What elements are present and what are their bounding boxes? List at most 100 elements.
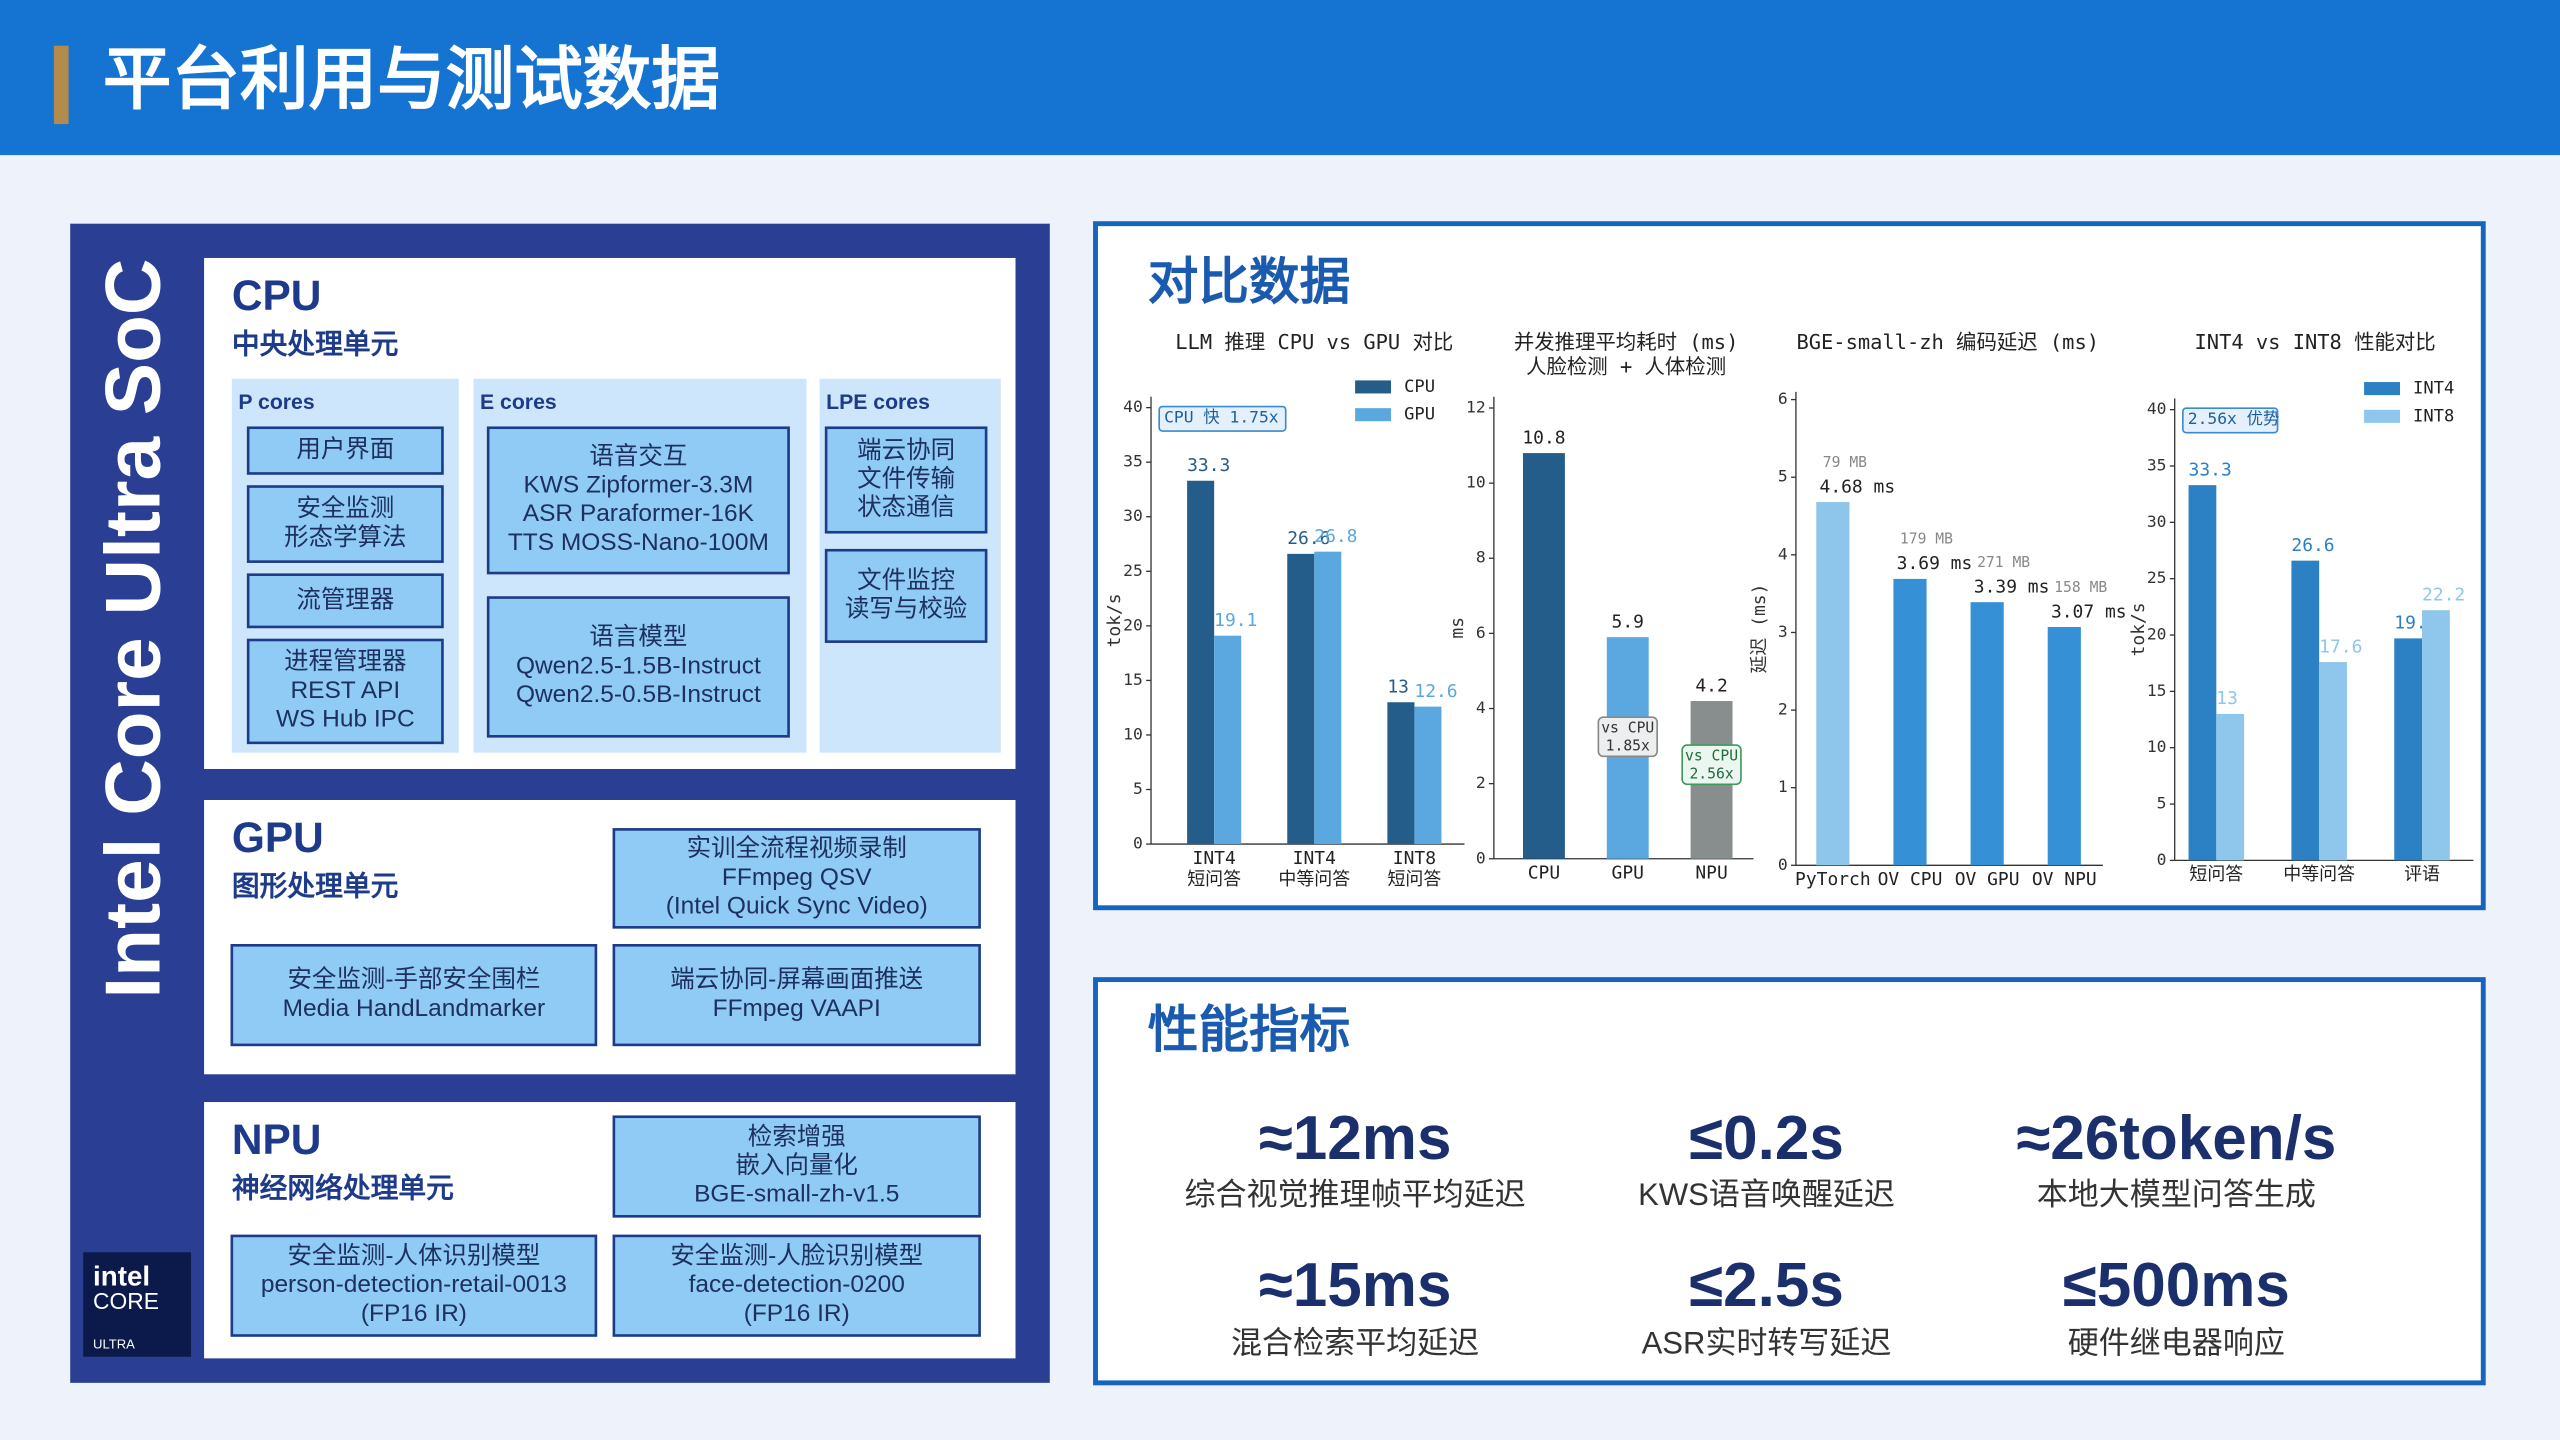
y-tick-label: 10 bbox=[2147, 737, 2167, 756]
value-label: 10.8 bbox=[1522, 427, 1565, 448]
box-text: (FP16 IR) bbox=[361, 1300, 467, 1327]
module-box bbox=[824, 548, 988, 643]
legend-label: INT8 bbox=[2413, 406, 2454, 426]
module-box bbox=[246, 638, 444, 745]
box-text: KWS Zipformer-3.3M bbox=[523, 472, 753, 499]
value-label: 26.8 bbox=[1314, 526, 1357, 547]
x-tick-label: 短问答 bbox=[2189, 864, 2243, 885]
y-tick-label: 6 bbox=[1778, 389, 1788, 408]
value-label: 3.07 ms bbox=[2051, 601, 2127, 622]
box-text: 语音交互 bbox=[589, 442, 687, 470]
memory-label: 271 MB bbox=[1977, 554, 2030, 571]
metric-value: ≤500ms bbox=[2063, 1251, 2290, 1320]
metric-value: ≈12ms bbox=[1259, 1104, 1452, 1173]
module-box bbox=[824, 426, 988, 534]
group-label: E cores bbox=[480, 391, 557, 414]
bar bbox=[1970, 602, 2004, 866]
box-text: 安全监测-人体识别模型 bbox=[287, 1242, 540, 1270]
y-tick-label: 20 bbox=[2147, 625, 2167, 644]
unit-title: CPU bbox=[232, 272, 322, 319]
x-tick-label: CPU bbox=[1528, 862, 1560, 883]
box-text: face-detection-0200 bbox=[689, 1271, 905, 1298]
y-tick-label: 15 bbox=[1123, 670, 1143, 689]
x-tick-label: OV CPU bbox=[1878, 869, 1943, 890]
annotation: 2.56x bbox=[1689, 765, 1733, 782]
y-tick-label: 30 bbox=[2147, 512, 2167, 531]
module-box bbox=[230, 1234, 598, 1337]
y-axis-label: tok/s bbox=[2128, 602, 2149, 656]
bar bbox=[1414, 706, 1442, 845]
legend-label: CPU bbox=[1404, 377, 1435, 397]
logo-text: CORE bbox=[93, 1288, 159, 1314]
legend-swatch bbox=[1355, 380, 1392, 394]
bar bbox=[2216, 713, 2245, 861]
x-tick-label: 短问答 bbox=[1187, 869, 1241, 890]
box-text: REST API bbox=[290, 677, 400, 704]
y-axis-label: ms bbox=[1447, 617, 1468, 639]
y-tick-label: 6 bbox=[1476, 623, 1486, 642]
bar bbox=[1522, 453, 1565, 859]
annotation: CPU 快 1.75x bbox=[1164, 407, 1279, 426]
value-label: 3.69 ms bbox=[1897, 553, 1973, 574]
box-text: 检索增强 bbox=[748, 1122, 846, 1150]
y-tick-label: 0 bbox=[1133, 834, 1143, 853]
y-tick-label: 2 bbox=[1476, 773, 1486, 792]
value-label: 4.68 ms bbox=[1820, 476, 1896, 497]
value-label: 17.6 bbox=[2319, 636, 2362, 657]
y-tick-label: 3 bbox=[1778, 622, 1788, 641]
metrics-panel bbox=[1093, 977, 2486, 1386]
module-box bbox=[230, 944, 598, 1047]
annotation: vs CPU bbox=[1601, 720, 1654, 737]
y-tick-label: 10 bbox=[1466, 473, 1486, 492]
bar bbox=[1387, 702, 1415, 845]
bar bbox=[2394, 638, 2423, 861]
y-tick-label: 4 bbox=[1476, 698, 1486, 717]
unit-subtitle: 中央处理单元 bbox=[232, 328, 399, 359]
x-tick-label: 中等问答 bbox=[2283, 864, 2355, 885]
box-text: 状态通信 bbox=[857, 493, 955, 521]
value-label: 12.6 bbox=[1414, 681, 1457, 702]
memory-label: 79 MB bbox=[1823, 454, 1867, 471]
value-label: 13 bbox=[1387, 677, 1409, 698]
x-tick-label: INT8 bbox=[1393, 848, 1436, 869]
metric-label: ASR实时转写延迟 bbox=[1642, 1325, 1892, 1360]
value-label: 33.3 bbox=[2189, 459, 2232, 480]
box-text: 文件监控 bbox=[857, 566, 955, 594]
box-text: 进程管理器 bbox=[284, 647, 406, 675]
box-text: TTS MOSS-Nano-100M bbox=[508, 529, 769, 556]
box-text: 形态学算法 bbox=[284, 523, 406, 551]
box-text: WS Hub IPC bbox=[276, 706, 415, 733]
chart-title: 人脸检测 + 人体检测 bbox=[1526, 354, 1726, 378]
annotation: vs CPU bbox=[1685, 748, 1738, 765]
module-box bbox=[612, 1115, 981, 1218]
legend-swatch bbox=[2364, 409, 2400, 423]
module-box bbox=[246, 426, 444, 475]
x-tick-label: INT4 bbox=[1193, 848, 1236, 869]
group-label: LPE cores bbox=[826, 391, 930, 414]
box-text: 用户界面 bbox=[296, 435, 394, 463]
x-tick-label: OV NPU bbox=[2032, 869, 2097, 890]
bar bbox=[2319, 662, 2347, 861]
chart-title: INT4 vs INT8 性能对比 bbox=[2195, 330, 2436, 354]
value-label: 3.39 ms bbox=[1974, 576, 2050, 597]
box-text: FFmpeg VAAPI bbox=[713, 995, 881, 1022]
module-box bbox=[486, 426, 790, 575]
y-tick-label: 0 bbox=[1778, 855, 1788, 874]
module-box bbox=[246, 485, 444, 563]
bar bbox=[2047, 627, 2081, 866]
box-text: 端云协同 bbox=[857, 436, 955, 464]
y-tick-label: 25 bbox=[2147, 568, 2167, 587]
x-tick-label: INT4 bbox=[1293, 848, 1336, 869]
x-tick-label: 中等问答 bbox=[1278, 869, 1350, 890]
legend-swatch bbox=[1355, 408, 1392, 422]
box-text: 语言模型 bbox=[589, 623, 687, 651]
y-axis-label: tok/s bbox=[1104, 593, 1125, 647]
section-title: 对比数据 bbox=[1148, 253, 1350, 310]
module-box bbox=[246, 573, 444, 629]
y-tick-label: 12 bbox=[1466, 398, 1486, 417]
metric-value: ≈15ms bbox=[1259, 1251, 1452, 1320]
box-text: 安全监测-手部安全围栏 bbox=[287, 965, 540, 993]
bar bbox=[1287, 553, 1315, 845]
bar bbox=[2291, 560, 2320, 861]
